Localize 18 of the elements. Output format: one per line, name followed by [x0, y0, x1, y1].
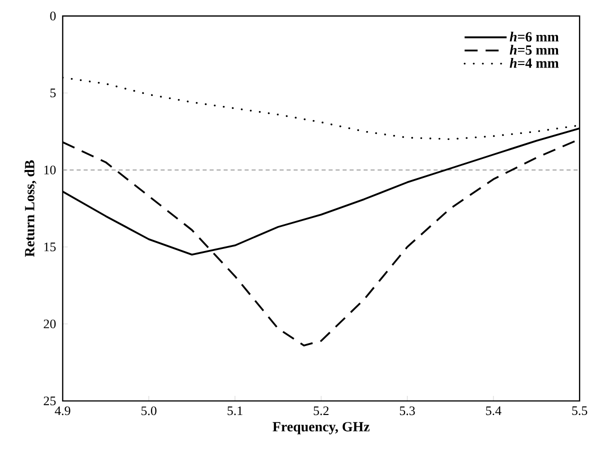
y-tick-label: 15	[44, 242, 56, 252]
y-tick-label: 25	[44, 396, 56, 406]
x-tick-label: 4.9	[54, 406, 70, 416]
legend-label: h=6 mm	[510, 32, 559, 42]
x-tick-label: 5.4	[486, 406, 502, 416]
y-tick-label: 0	[50, 12, 56, 20]
legend-label: h=5 mm	[510, 44, 559, 55]
x-tick-label: 5.1	[228, 406, 242, 416]
y-tick-label: 5	[50, 88, 56, 98]
x-tick-label: 5.5	[572, 406, 588, 416]
y-tick-label: 10	[44, 166, 56, 174]
x-axis-title: Frequency, GHz	[272, 422, 370, 434]
x-tick-label: 5.2	[314, 406, 329, 416]
y-tick-label: 20	[44, 320, 56, 328]
legend-label: h=4 mm	[510, 58, 559, 68]
x-tick-label: 5.0	[141, 406, 156, 416]
y-axis-title: Return Loss, dB	[24, 160, 36, 257]
x-tick-label: 5.3	[400, 406, 415, 416]
